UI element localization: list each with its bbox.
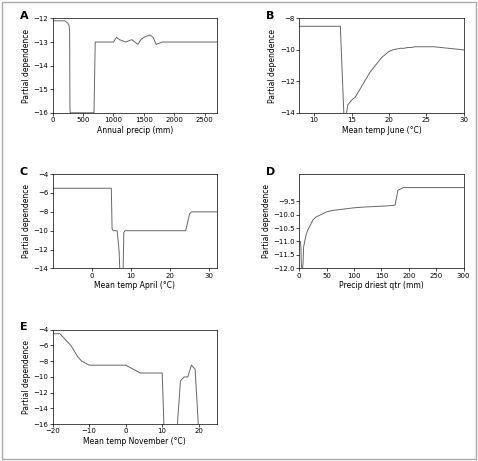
Text: E: E	[20, 322, 27, 332]
X-axis label: Annual precip (mm): Annual precip (mm)	[97, 126, 173, 135]
Text: B: B	[266, 11, 275, 21]
Y-axis label: Partial dependence: Partial dependence	[261, 184, 271, 258]
Y-axis label: Partial dependence: Partial dependence	[22, 29, 31, 103]
Text: D: D	[266, 166, 276, 177]
X-axis label: Mean temp April (°C): Mean temp April (°C)	[94, 281, 175, 290]
Text: C: C	[20, 166, 28, 177]
X-axis label: Mean temp November (°C): Mean temp November (°C)	[84, 437, 186, 446]
X-axis label: Mean temp June (°C): Mean temp June (°C)	[342, 126, 421, 135]
Y-axis label: Partial dependence: Partial dependence	[22, 340, 31, 414]
Text: A: A	[20, 11, 28, 21]
Y-axis label: Partial dependence: Partial dependence	[269, 29, 277, 103]
X-axis label: Precip driest qtr (mm): Precip driest qtr (mm)	[339, 281, 424, 290]
Y-axis label: Partial dependence: Partial dependence	[22, 184, 31, 258]
